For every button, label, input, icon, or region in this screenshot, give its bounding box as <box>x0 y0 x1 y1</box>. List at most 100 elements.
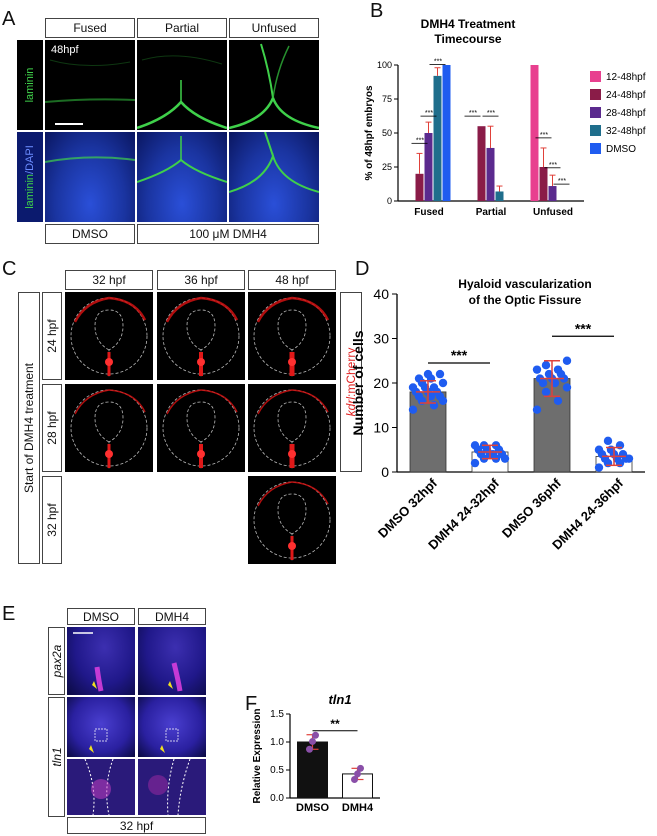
chart-d-point <box>541 387 551 397</box>
gene-label-tln1: tln1 <box>48 697 65 817</box>
micrograph-partial-laminin <box>137 40 227 130</box>
chart-d-point <box>562 356 572 365</box>
micrograph-unfused-laminin <box>229 40 319 130</box>
col-header-dmh4: DMH4 <box>138 608 206 625</box>
chart-f-point <box>306 745 313 753</box>
vessel-arc <box>257 481 329 507</box>
chart-b-ytick-label: 25 <box>382 162 392 172</box>
chart-b-plot: 0 25 50 75 100 % of 48hpf embryos Fused Partial… <box>364 58 646 218</box>
chart-b-category-label: Unfused <box>533 207 573 218</box>
row-28hpf-text: 28 hpf <box>45 411 59 445</box>
chart-d-point <box>438 378 448 388</box>
chart-b-category-label: Partial <box>476 207 507 218</box>
chart-f-sig-marker: ** <box>330 717 340 731</box>
chart-b-bar <box>539 167 548 201</box>
laminin-label: laminin <box>24 67 36 103</box>
col-header-unfused: Unfused <box>229 18 319 38</box>
chart-b-legend-swatch <box>590 107 601 118</box>
panel-label-c: C <box>2 258 17 280</box>
chart-d-point <box>408 405 418 414</box>
tln1-dmh4-zoom <box>138 759 206 815</box>
time-label-32hpf: 32 hpf <box>67 817 206 834</box>
laminin-label-2: laminin <box>24 173 36 209</box>
chart-d-category-label: DMSO 36phf <box>499 475 565 541</box>
eye-24-36 <box>157 292 245 380</box>
chart-d-point <box>423 369 433 379</box>
chart-f-bar <box>297 741 328 799</box>
vessel-arc <box>166 389 238 415</box>
eye-outline <box>70 297 148 375</box>
eye-outline <box>253 481 331 559</box>
vessel-arc <box>73 296 147 323</box>
chart-b-bar <box>495 191 504 201</box>
dapi-label: /DAPI <box>24 145 36 174</box>
row-label-24hpf: 24 hpf <box>42 292 62 380</box>
chart-d-point <box>594 445 604 454</box>
chart-d-point <box>603 436 613 446</box>
chart-f-category-label: DMH4 <box>342 802 374 814</box>
lens-outline <box>277 309 307 378</box>
chart-d-point <box>470 458 480 468</box>
chart-b-title-line2: Timecourse <box>434 32 501 46</box>
chart-b-legend-swatch <box>590 143 601 154</box>
cell-cluster <box>105 358 113 366</box>
cell-cluster <box>288 450 296 458</box>
micrograph-unfused-laminin-dapi <box>229 132 319 222</box>
row-label-laminin: laminin <box>17 40 43 130</box>
pax2a-dmso <box>67 627 135 695</box>
chart-b-ytick-label: 50 <box>382 128 392 138</box>
cell-cluster <box>105 450 113 458</box>
cell-cluster <box>197 450 205 458</box>
chart-d-category-label: DMSO 32hpf <box>375 475 441 541</box>
chart-f: tln1 0.0 0.5 1.0 1.5 Relative Expression DMSO… <box>252 692 380 814</box>
chart-b-legend-label: 12-48hpf <box>606 72 646 83</box>
col-header-partial: Partial <box>137 18 227 38</box>
lens-outline <box>94 309 124 378</box>
eye-24-32 <box>65 292 153 380</box>
chart-b-bar <box>442 65 451 201</box>
chart-b-bar <box>433 75 442 201</box>
chart-f-plot: 0.0 0.5 1.0 1.5 Relative Expression DMSO DMH4 *… <box>252 708 380 814</box>
chart-b-bar <box>477 126 486 201</box>
chart-d-point <box>408 383 418 392</box>
chart-d-point <box>544 369 554 379</box>
chart-b-title: DMH4 Treatment <box>421 17 516 31</box>
chart-d-point <box>435 369 445 379</box>
chart-b-ytick-label: 75 <box>382 94 392 104</box>
cell-cluster <box>197 358 205 366</box>
chart-d-point <box>562 383 572 392</box>
chart-b-legend-label: 28-48hpf <box>606 108 646 119</box>
chart-b-legend-label: 32-48hpf <box>606 126 646 137</box>
chart-d-ytick-label: 40 <box>373 286 389 302</box>
eye-28-36 <box>157 384 245 472</box>
chart-b-sig-marker: *** <box>549 162 557 169</box>
chart-d-ylabel: Number of cells <box>350 330 366 435</box>
treatment-dmso: DMSO <box>45 224 135 244</box>
micrograph-partial-laminin-dapi <box>137 132 227 222</box>
chart-b-ytick-label: 100 <box>377 60 392 70</box>
chart-d-sig-marker: *** <box>451 347 468 363</box>
chart-b-legend-swatch <box>590 89 601 100</box>
chart-b-sig-marker: *** <box>416 137 424 144</box>
lens-outline <box>186 309 216 378</box>
row-24hpf-text: 24 hpf <box>45 319 59 353</box>
chart-b-category-label: Fused <box>414 207 443 218</box>
chart-b-sig-marker: *** <box>434 58 442 65</box>
eye-outline <box>253 297 331 375</box>
lens-outline <box>186 401 216 470</box>
row-label-laminin-dapi: laminin/DAPI <box>17 132 43 222</box>
time-label: 48hpf <box>51 44 79 56</box>
chart-f-title: tln1 <box>328 692 351 707</box>
chart-d-point <box>429 383 439 392</box>
chart-b-bar <box>548 186 557 201</box>
chart-f-ytick-label: 0.5 <box>270 765 284 776</box>
chart-b-sig-marker: *** <box>469 110 477 117</box>
vessel-arc <box>256 296 330 323</box>
col-header-fused: Fused <box>45 18 135 38</box>
eye-outline <box>70 389 148 467</box>
chart-b: DMH4 Treatment Timecourse 0 25 50 75 100 % of… <box>364 17 646 218</box>
micrograph-fused-laminin-dapi <box>45 132 135 222</box>
chart-d-subtitle: of the Optic Fissure <box>469 293 582 307</box>
chart-d-point <box>470 441 480 450</box>
